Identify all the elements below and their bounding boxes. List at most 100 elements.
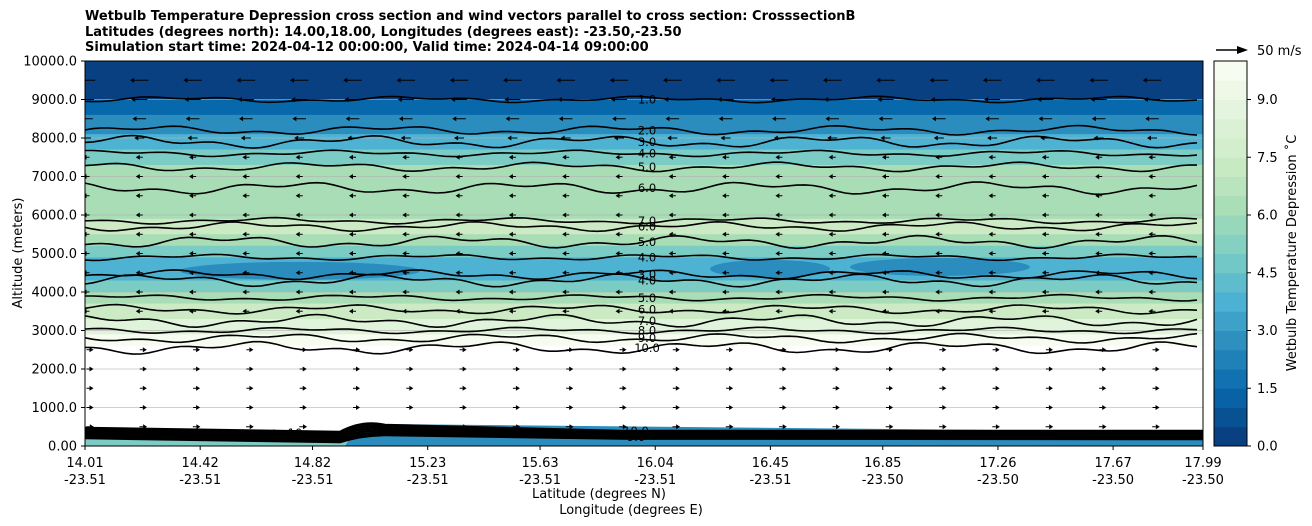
wind-vector-head (935, 251, 940, 256)
wind-vector-head (249, 347, 254, 353)
wind-vector-head (569, 347, 574, 353)
wind-vector-head (556, 77, 561, 83)
wind-vector-head (882, 174, 886, 179)
x-tick-label-lon: -23.51 (634, 473, 676, 488)
wind-vector-head (242, 174, 247, 179)
colorbar-label: Wetbulb Temperature Depression ˚C (1284, 135, 1300, 372)
wind-vector-head (718, 116, 723, 122)
wind-vector-head (135, 193, 140, 199)
wind-vector-head (716, 77, 721, 83)
wind-vector-head (782, 347, 787, 353)
wind-vector-head (349, 174, 353, 179)
contour-label: 5.0 (638, 235, 656, 249)
wind-vector-head (503, 77, 508, 83)
wind-vector-head (988, 154, 993, 160)
colorbar-frame (1213, 60, 1248, 447)
wind-vector-head (242, 289, 247, 295)
wind-vector-head (79, 116, 83, 121)
wind-vectors (79, 77, 1162, 430)
wind-scale-key: 50 m/s (1216, 44, 1302, 59)
wind-vector-head (824, 97, 829, 102)
wind-vector-head (988, 270, 993, 276)
wind-vector-head (828, 289, 833, 295)
wind-vector-head (1093, 135, 1098, 141)
wind-vector-head (349, 289, 353, 295)
wind-vector-head (775, 251, 780, 256)
contour-label: 7.0 (638, 214, 656, 228)
x-tick-label-lon: -23.51 (749, 473, 791, 488)
wind-vector-head (942, 405, 947, 410)
wind-vector-head (132, 116, 137, 122)
field-band (85, 345, 1203, 428)
wind-vector-head (455, 154, 460, 160)
y-tick-label: 1000.0 (32, 401, 78, 416)
wind-vector-head (1095, 289, 1100, 295)
x-tick-label-lon: -23.51 (64, 473, 106, 488)
wind-vector-head (236, 77, 241, 83)
wind-vector-head (615, 231, 620, 237)
wind-vector-head (769, 77, 774, 83)
surface-contour-label: 7.0 (131, 429, 149, 443)
wind-vector-head (935, 193, 940, 199)
wind-vector-head (882, 251, 886, 256)
wind-vector-head (89, 385, 94, 391)
wind-vector-head (396, 77, 401, 83)
wind-vector-head (345, 116, 350, 122)
wind-vector-head (131, 97, 136, 102)
surface-contour-label: 8.0 (206, 429, 224, 443)
contour-line (85, 253, 1198, 262)
wind-vector-head (196, 347, 201, 353)
wind-vector-head (89, 405, 94, 410)
surface-contour-label: 10.0 (623, 424, 649, 438)
wind-vector-head (343, 77, 348, 83)
wind-vector-head (515, 347, 520, 353)
wind-vector-head (722, 308, 727, 314)
x-tick-label-lat: 16.85 (864, 456, 901, 471)
wind-vector-head (196, 405, 201, 410)
wind-vector-head (722, 270, 727, 276)
wind-vector-head (668, 193, 673, 199)
wind-vector-head (1102, 385, 1107, 391)
wind-vector-head (932, 116, 936, 122)
wind-vector-head (130, 77, 135, 83)
wind-vector-head (722, 193, 727, 199)
wind-vector-head (89, 366, 94, 372)
x-tick-label-lat: 16.45 (752, 456, 789, 471)
wind-vector-head (295, 231, 300, 237)
wind-vector-head (828, 174, 833, 179)
wind-vector-head (773, 135, 778, 141)
wind-vector-head (782, 385, 787, 391)
wind-vector-head (135, 174, 140, 179)
wind-vector-head (615, 251, 620, 256)
wind-vector-head (302, 347, 307, 353)
field-patch (180, 261, 420, 280)
colorbar: 0.0 1.5 3.0 4.5 6.0 7.5 9.0 (1213, 60, 1278, 455)
wind-vector-head (614, 135, 618, 141)
contour-line (85, 149, 1198, 158)
colorbar-segment (1214, 99, 1247, 120)
wind-vector-head (189, 289, 194, 295)
y-tick-label: 2000.0 (32, 363, 78, 378)
contour-line (85, 332, 1198, 344)
wind-vector-head (562, 212, 567, 218)
wind-vector-head (827, 135, 832, 141)
wind-vector-head (935, 154, 940, 160)
wind-vector-head (295, 193, 300, 199)
colorbar-segment (1214, 311, 1247, 331)
contour-line (85, 293, 1198, 302)
wind-vector-head (135, 308, 140, 314)
contour-line (85, 326, 1198, 335)
wind-vector-head (622, 424, 627, 430)
wind-vector-head (1148, 289, 1153, 295)
wind-vector-head (135, 270, 140, 276)
wind-vector-head (729, 347, 734, 353)
wind-vector-head (515, 385, 520, 391)
x-tick-label-lon: -23.51 (519, 473, 561, 488)
wind-vector-head (935, 308, 940, 314)
wind-vector-head (1148, 212, 1153, 218)
colorbar-segment (1214, 118, 1247, 139)
x-tick-label-lat: 14.82 (294, 456, 331, 471)
wind-vector-head (615, 308, 620, 314)
x-tick-label-lat: 14.01 (66, 456, 103, 471)
wind-vector-head (828, 270, 833, 276)
